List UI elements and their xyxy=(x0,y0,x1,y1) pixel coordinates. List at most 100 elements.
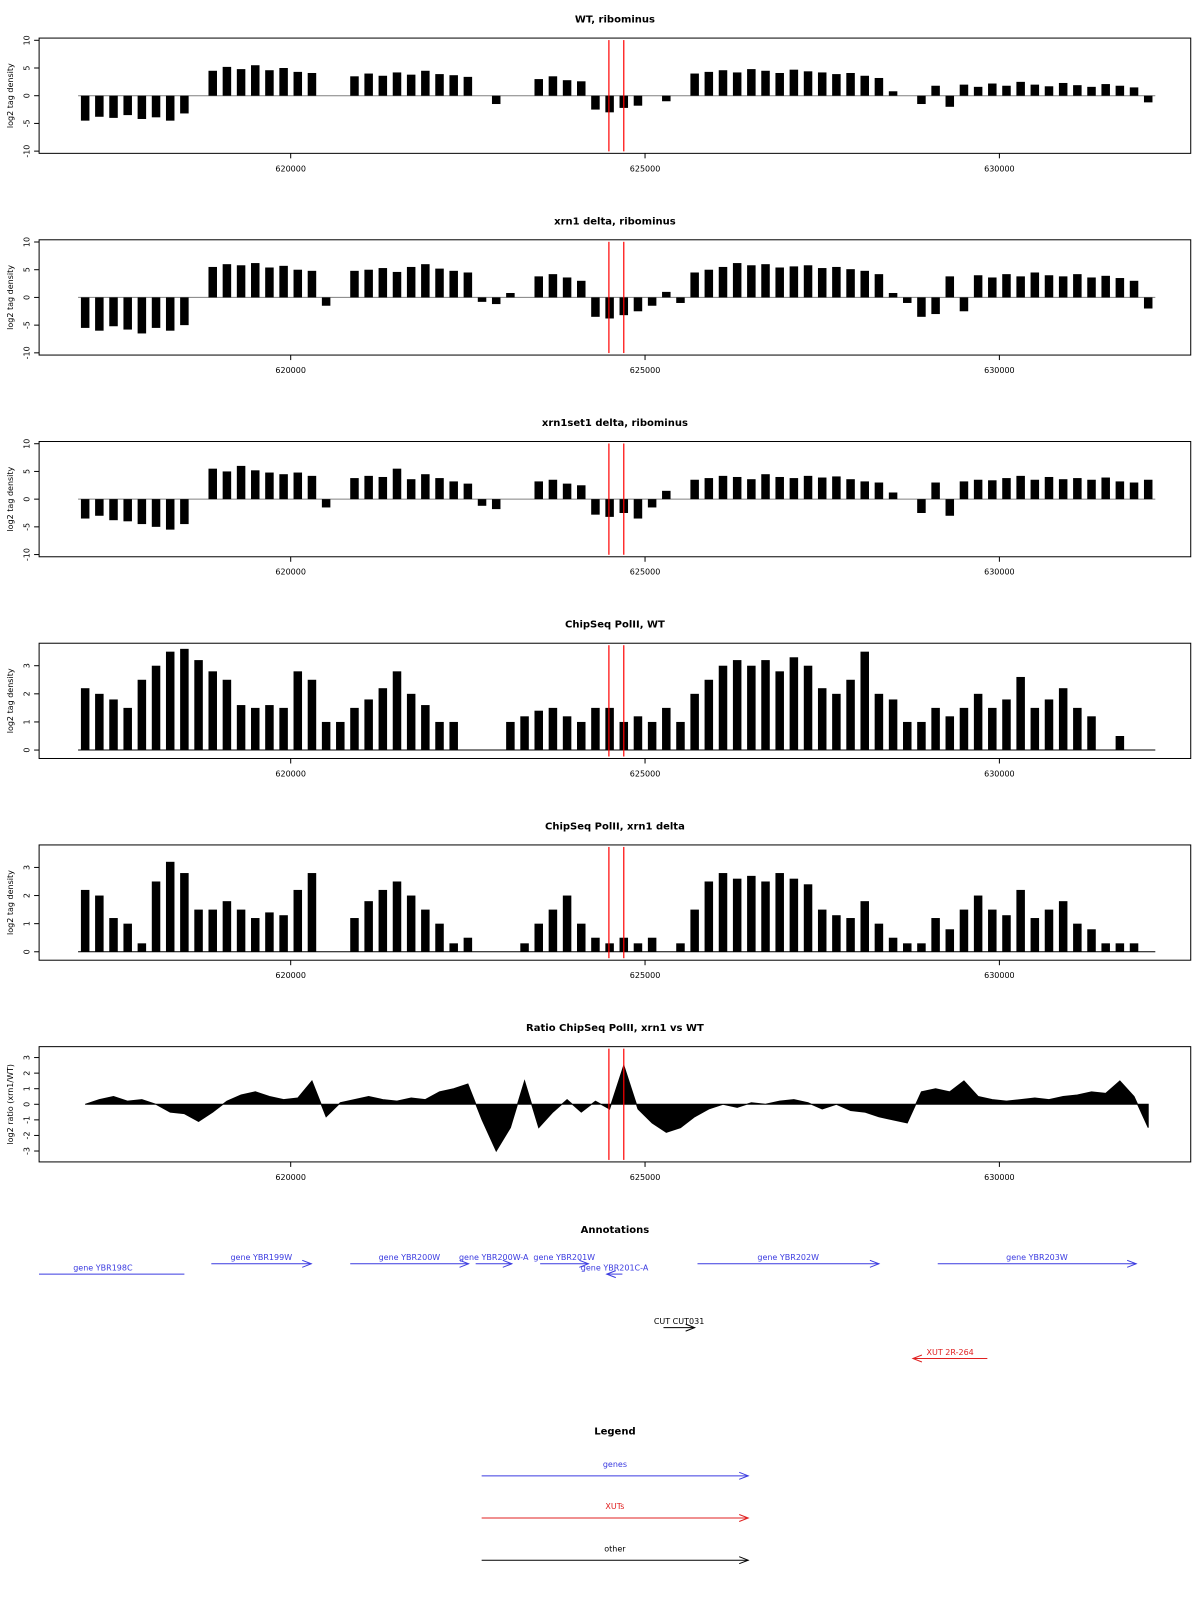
bar xyxy=(1030,707,1040,751)
bar xyxy=(1058,479,1068,500)
bar xyxy=(846,479,855,500)
bar xyxy=(775,72,784,96)
bar xyxy=(988,277,997,298)
bar xyxy=(917,297,926,317)
legend-arrow-head xyxy=(739,1471,750,1480)
bar xyxy=(80,499,90,519)
bar xyxy=(1016,475,1025,500)
bar xyxy=(378,889,388,952)
bar xyxy=(1101,84,1110,96)
bar xyxy=(591,95,600,110)
bar xyxy=(874,693,884,751)
bar xyxy=(165,95,175,121)
bar xyxy=(945,929,955,952)
bar xyxy=(959,84,969,96)
feature-arrow-head xyxy=(502,1259,514,1268)
feature-arrow-head xyxy=(21,1271,30,1278)
annotations-title: Annotations xyxy=(581,1225,650,1236)
bar xyxy=(1115,943,1125,952)
x-tick-label: 630000 xyxy=(984,568,1015,577)
bar xyxy=(321,721,331,751)
bar xyxy=(704,478,714,500)
bar xyxy=(421,474,430,500)
bar xyxy=(973,479,983,500)
bar xyxy=(718,873,728,952)
bar xyxy=(860,270,869,298)
bar xyxy=(378,476,388,500)
bar xyxy=(832,476,841,500)
bar xyxy=(137,499,147,525)
bar xyxy=(1115,278,1125,298)
bar xyxy=(1030,272,1040,298)
bar xyxy=(165,499,175,530)
bar xyxy=(279,707,288,751)
bar xyxy=(151,881,161,952)
y-axis-label: log2 ratio (xrn1/WT) xyxy=(6,1064,15,1145)
bar xyxy=(548,76,558,96)
bar xyxy=(1087,86,1096,96)
bar xyxy=(222,901,232,952)
bar xyxy=(917,721,926,751)
bar xyxy=(208,909,217,952)
bar xyxy=(1002,85,1011,96)
bar xyxy=(1115,85,1125,96)
bar xyxy=(236,69,246,96)
bar xyxy=(577,923,586,952)
bar xyxy=(1129,280,1139,298)
y-tick-label: 5 xyxy=(23,469,32,474)
x-tick-label: 625000 xyxy=(630,1173,661,1182)
bar xyxy=(1002,915,1011,952)
bar xyxy=(151,297,161,328)
bar xyxy=(846,918,855,952)
bar xyxy=(534,710,543,751)
bar xyxy=(973,693,983,751)
bar xyxy=(817,477,827,500)
legend: Legend genes XUTs other xyxy=(481,1427,750,1565)
y-tick-label: -5 xyxy=(23,321,32,329)
ratio-area xyxy=(85,1063,1149,1153)
bar xyxy=(421,909,430,952)
bar xyxy=(945,499,955,516)
bar xyxy=(747,69,756,96)
bar xyxy=(860,901,869,952)
bar xyxy=(676,297,685,303)
bar xyxy=(350,76,359,96)
bar xyxy=(846,269,855,298)
bar xyxy=(80,95,90,121)
bar xyxy=(1115,735,1125,751)
y-tick-label: 10 xyxy=(23,237,32,247)
bar xyxy=(1030,479,1040,500)
bar xyxy=(988,83,997,96)
bar xyxy=(690,909,699,952)
bar xyxy=(421,705,430,751)
bar xyxy=(917,499,926,513)
bar xyxy=(718,266,728,298)
bar xyxy=(406,479,416,500)
bar xyxy=(591,937,600,952)
y-tick-label: 0 xyxy=(23,295,32,300)
bar xyxy=(690,479,699,500)
bar xyxy=(364,269,373,298)
bar xyxy=(506,292,515,298)
bar xyxy=(1002,274,1011,298)
bar xyxy=(633,95,643,106)
bar xyxy=(406,895,416,952)
bar xyxy=(449,75,458,96)
bar xyxy=(775,671,784,751)
bar xyxy=(718,475,728,500)
bar xyxy=(350,478,359,500)
bar xyxy=(208,468,217,500)
bar xyxy=(279,915,288,952)
track-panel: ChipSeq PolII, WT log2 tag density 0 1 2 3 620… xyxy=(6,620,1192,778)
y-tick-label: 1 xyxy=(23,1086,32,1091)
bar xyxy=(293,889,303,952)
bar xyxy=(803,71,813,96)
bar xyxy=(605,95,614,113)
bar xyxy=(1073,274,1082,298)
bar xyxy=(633,943,643,952)
x-tick-label: 630000 xyxy=(984,1173,1015,1182)
feature-arrow-head xyxy=(302,1259,313,1268)
bar xyxy=(1044,86,1054,96)
bar xyxy=(378,268,388,298)
